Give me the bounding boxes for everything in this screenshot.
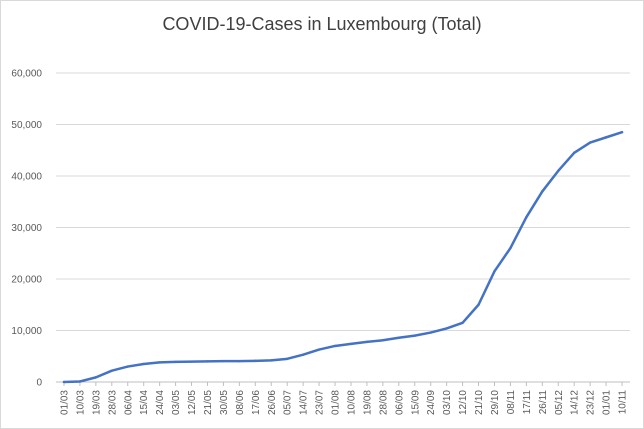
data-point — [588, 141, 592, 144]
data-point — [365, 340, 369, 344]
x-tick-label: 14/07 — [299, 390, 310, 415]
x-tick-label: 29/10 — [490, 390, 501, 415]
data-point — [317, 348, 321, 351]
x-tick-label: 03/10 — [442, 390, 453, 415]
x-tick-label: 30/05 — [219, 390, 230, 415]
data-point — [254, 359, 257, 363]
data-point — [525, 216, 528, 219]
x-tick-label: 17/11 — [522, 390, 533, 415]
data-point — [461, 321, 464, 324]
data-point — [222, 359, 225, 363]
data-point — [62, 380, 66, 384]
x-tick-label: 10/03 — [75, 390, 86, 415]
data-point — [381, 339, 385, 342]
x-tick-label: 01/01 — [602, 390, 613, 415]
data-point — [270, 359, 273, 362]
x-tick-label: 01/03 — [59, 390, 70, 415]
x-tick-label: 24/09 — [426, 390, 437, 415]
x-tick-label: 08/11 — [506, 390, 517, 415]
data-point — [333, 344, 337, 348]
series-line — [62, 130, 624, 384]
x-tick-label: 21/10 — [474, 390, 485, 415]
data-point — [572, 151, 576, 155]
x-tick-label: 15/04 — [139, 390, 150, 415]
x-tick-label: 06/09 — [394, 390, 405, 415]
data-point — [285, 357, 289, 361]
data-point — [493, 270, 496, 273]
y-tick-label: 0 — [36, 378, 42, 389]
data-point — [142, 362, 145, 366]
x-tick-label: 12/10 — [458, 390, 469, 415]
x-tick-label: 01/08 — [331, 390, 342, 415]
x-tick-label: 12/05 — [187, 390, 198, 415]
data-point — [429, 331, 432, 334]
data-point — [509, 246, 512, 250]
x-tick-label: 28/08 — [378, 390, 389, 415]
x-tick-label: 26/06 — [267, 390, 278, 415]
x-tick-label: 24/04 — [155, 390, 166, 415]
data-point — [620, 131, 624, 134]
x-tick-label: 17/06 — [251, 390, 262, 415]
x-tick-label: 23/12 — [586, 390, 597, 415]
data-point — [238, 359, 241, 363]
y-tick-label: 20,000 — [11, 275, 42, 286]
x-tick-label: 10/08 — [346, 390, 357, 415]
data-point — [94, 376, 98, 379]
data-point — [397, 336, 401, 339]
x-tick-label: 26/11 — [538, 390, 549, 415]
x-tick-label: 06/04 — [123, 390, 134, 415]
x-tick-label: 03/05 — [171, 390, 182, 415]
data-point — [557, 169, 560, 173]
x-tick-label: 08/06 — [235, 390, 246, 415]
x-tick-label: 19/03 — [91, 390, 102, 415]
x-tick-label: 21/05 — [203, 390, 214, 415]
x-tick-label: 14/12 — [570, 390, 581, 415]
y-tick-label: 40,000 — [11, 172, 42, 183]
data-point — [301, 353, 305, 356]
data-point — [78, 380, 82, 383]
data-point — [349, 342, 353, 346]
data-point — [477, 303, 480, 306]
data-point — [445, 327, 448, 330]
data-point — [190, 360, 193, 363]
data-point — [541, 190, 544, 193]
data-point — [126, 365, 129, 368]
y-tick-label: 10,000 — [11, 326, 42, 337]
x-tick-label: 15/09 — [410, 390, 421, 415]
y-tick-label: 50,000 — [11, 120, 42, 131]
x-tick-label: 10/11 — [618, 390, 629, 415]
x-tick-label: 23/07 — [315, 390, 326, 415]
x-tick-label: 28/03 — [107, 390, 118, 415]
x-tick-label: 19/08 — [362, 390, 373, 415]
data-point — [413, 334, 416, 337]
y-tick-label: 30,000 — [11, 223, 42, 234]
data-point — [604, 136, 608, 139]
y-tick-label: 60,000 — [11, 69, 42, 80]
x-tick-label: 05/12 — [554, 390, 565, 415]
data-point — [158, 361, 161, 364]
data-point — [174, 360, 177, 364]
data-point — [206, 360, 209, 363]
x-tick-label: 05/07 — [283, 390, 294, 415]
chart-title: COVID-19-Cases in Luxembourg (Total) — [162, 14, 482, 34]
data-point — [110, 369, 114, 372]
